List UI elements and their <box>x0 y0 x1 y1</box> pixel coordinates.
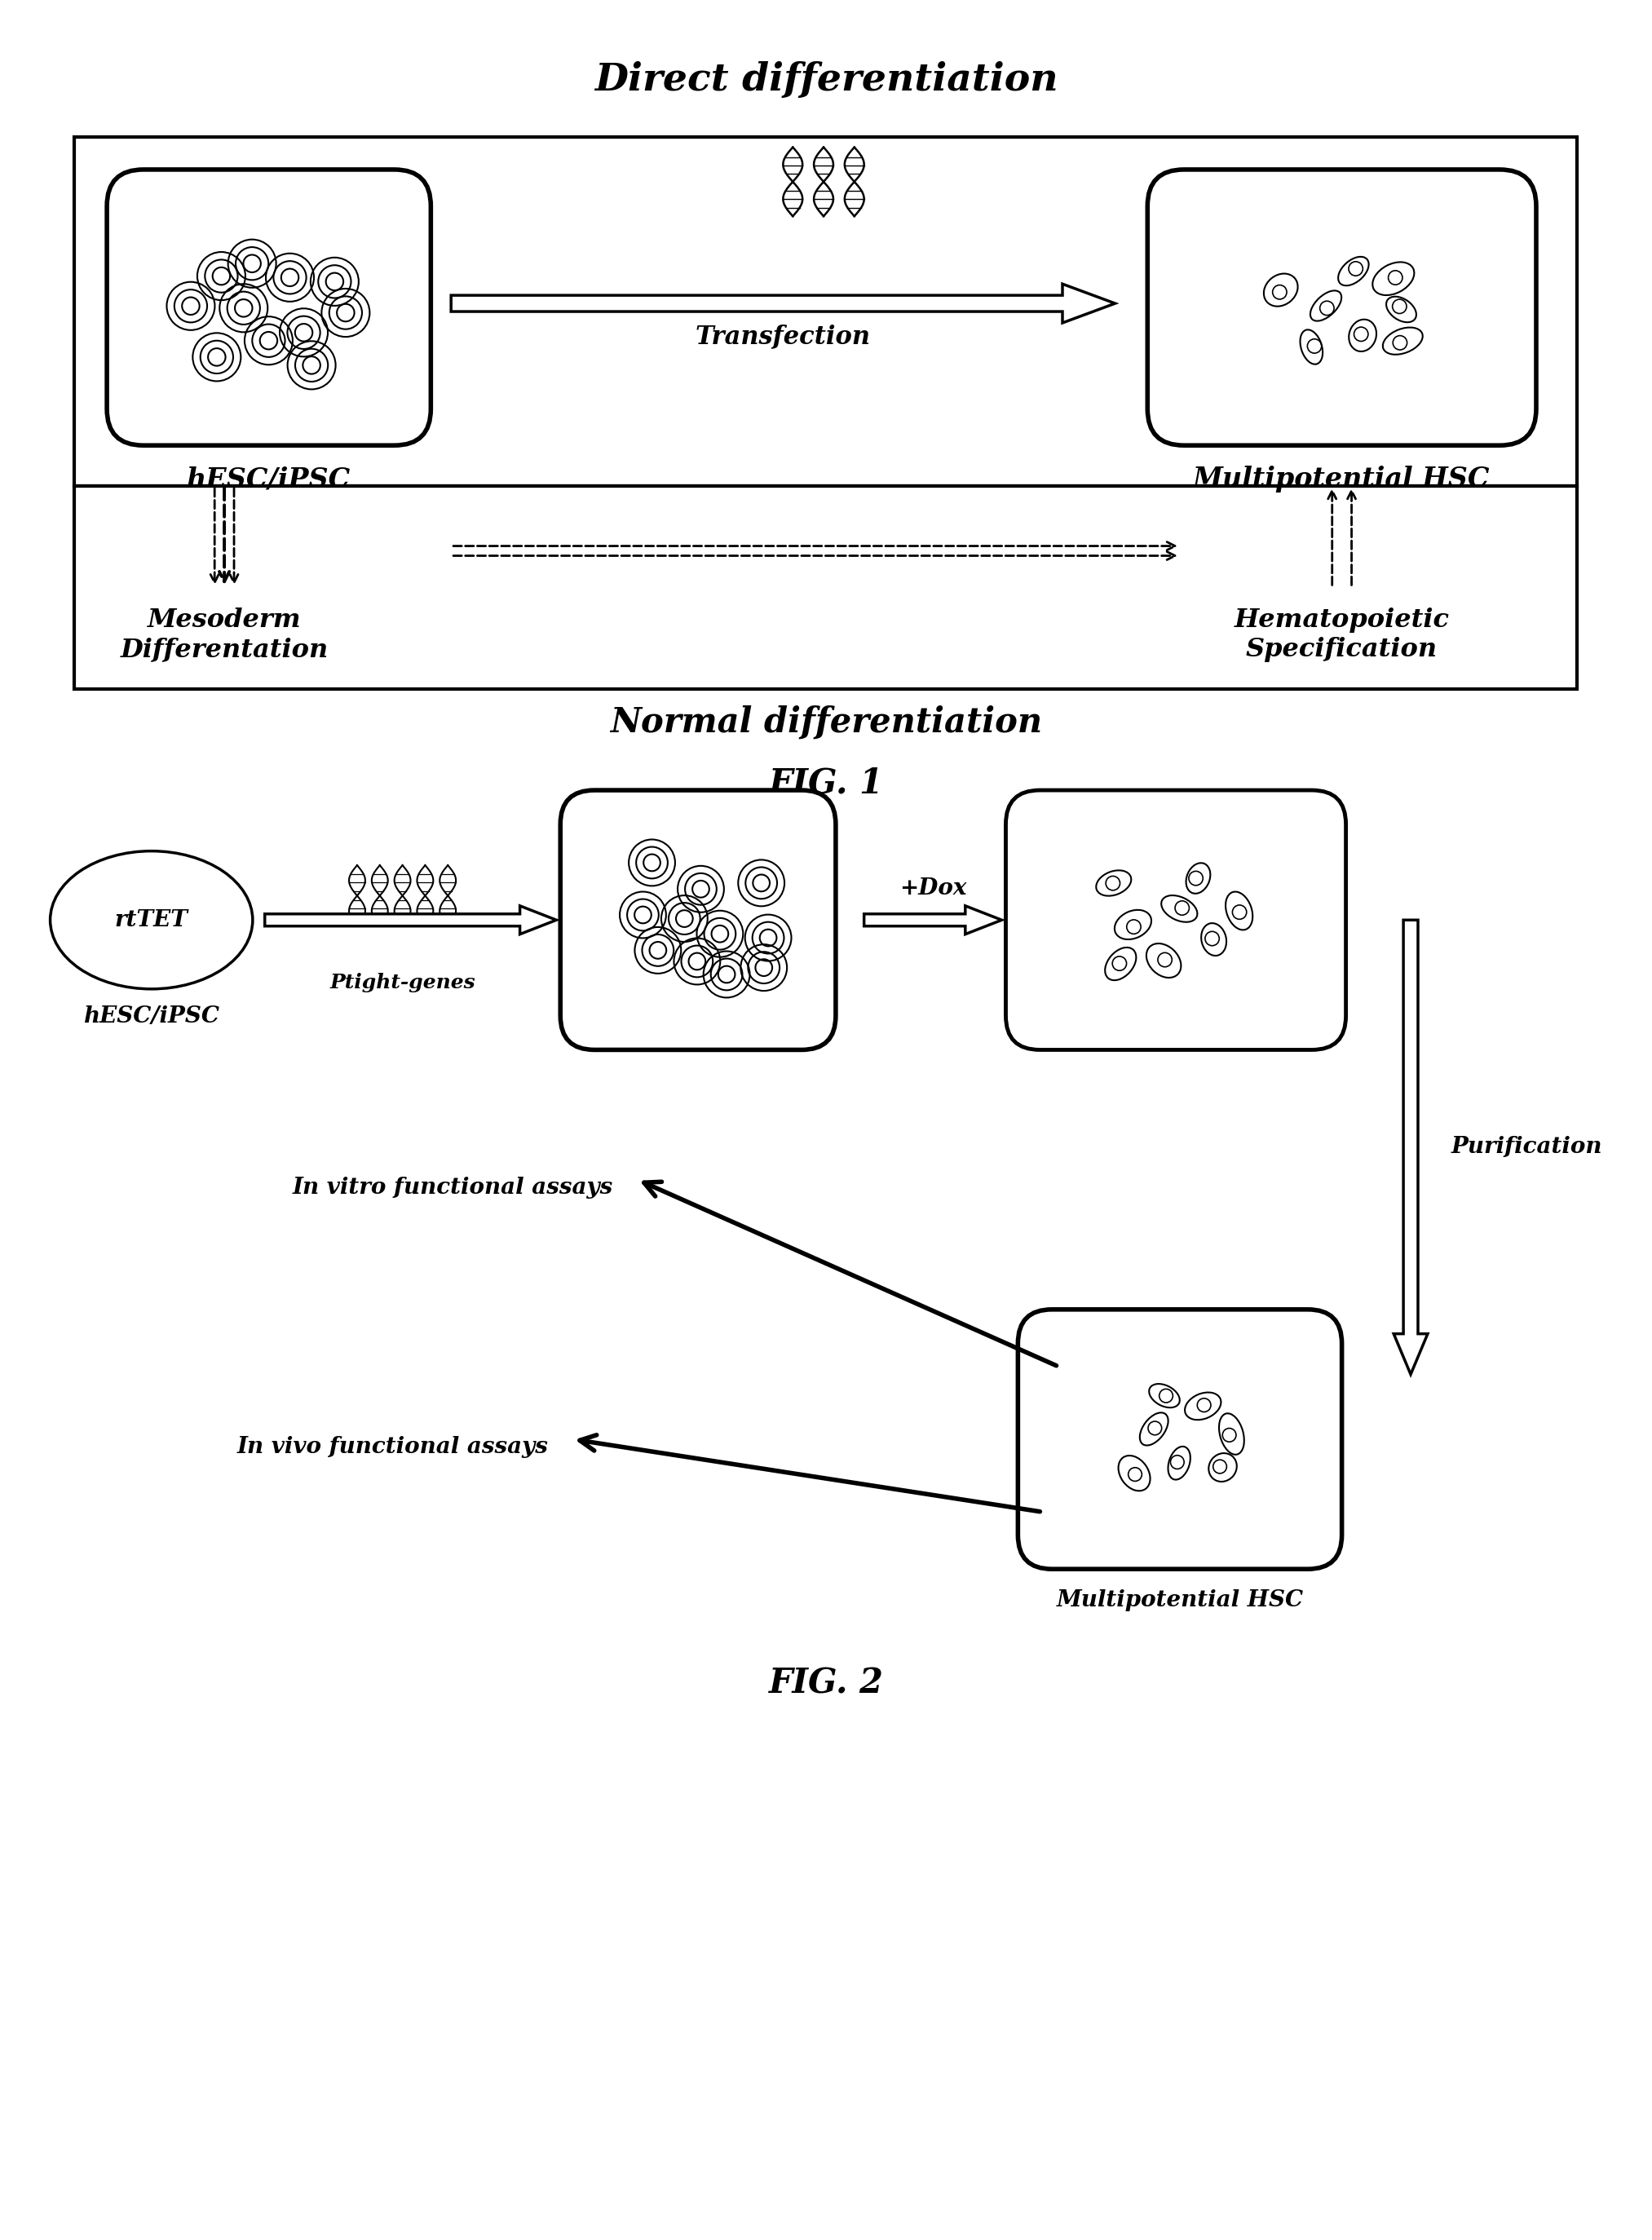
Ellipse shape <box>1219 1413 1244 1454</box>
Ellipse shape <box>1115 909 1151 939</box>
Ellipse shape <box>1118 1456 1150 1492</box>
Text: hESC/iPSC: hESC/iPSC <box>187 466 350 493</box>
Ellipse shape <box>1386 296 1416 323</box>
Text: Ptight-genes: Ptight-genes <box>330 972 476 992</box>
Text: +Dox: +Dox <box>899 878 966 900</box>
Ellipse shape <box>1383 327 1422 354</box>
Ellipse shape <box>1161 896 1198 923</box>
Text: FIG. 2: FIG. 2 <box>768 1667 884 1700</box>
Text: Multipotential HSC: Multipotential HSC <box>1056 1590 1303 1611</box>
Text: In vitro functional assays: In vitro functional assays <box>292 1176 613 1198</box>
Text: Normal differentiation: Normal differentiation <box>610 706 1042 739</box>
Text: In vivo functional assays: In vivo functional assays <box>236 1436 548 1458</box>
FancyBboxPatch shape <box>1018 1310 1341 1568</box>
FancyBboxPatch shape <box>560 791 836 1051</box>
Text: rtTET: rtTET <box>114 909 188 932</box>
Ellipse shape <box>1348 320 1376 352</box>
Ellipse shape <box>1300 329 1323 365</box>
Ellipse shape <box>1373 262 1414 296</box>
Bar <box>74 486 1576 688</box>
Text: Mesoderm
Differentation: Mesoderm Differentation <box>121 607 329 663</box>
FancyBboxPatch shape <box>1148 170 1536 446</box>
Text: Direct differentiation: Direct differentiation <box>595 60 1057 99</box>
Ellipse shape <box>1150 1384 1180 1407</box>
Ellipse shape <box>1186 862 1211 894</box>
Ellipse shape <box>1209 1454 1237 1481</box>
Polygon shape <box>864 905 1001 934</box>
Text: Hematopoietic
Specification: Hematopoietic Specification <box>1234 607 1449 663</box>
Text: Purification: Purification <box>1450 1136 1602 1158</box>
Bar <box>74 137 1576 486</box>
FancyBboxPatch shape <box>107 170 431 446</box>
Ellipse shape <box>1140 1413 1168 1445</box>
Ellipse shape <box>1168 1447 1191 1481</box>
Ellipse shape <box>1105 948 1137 981</box>
Ellipse shape <box>1184 1393 1221 1420</box>
Ellipse shape <box>1264 273 1298 307</box>
Polygon shape <box>451 284 1115 323</box>
Polygon shape <box>1394 921 1427 1375</box>
Ellipse shape <box>1338 258 1370 284</box>
Ellipse shape <box>1201 923 1226 956</box>
Text: FIG. 1: FIG. 1 <box>768 766 884 800</box>
Polygon shape <box>264 905 557 934</box>
Text: Multipotential HSC: Multipotential HSC <box>1193 466 1490 493</box>
Text: Transfection: Transfection <box>695 325 871 349</box>
Text: hESC/iPSC: hESC/iPSC <box>83 1006 220 1028</box>
Ellipse shape <box>1146 943 1181 977</box>
Ellipse shape <box>1097 871 1132 896</box>
Ellipse shape <box>1226 892 1252 930</box>
Ellipse shape <box>1310 291 1341 320</box>
Ellipse shape <box>50 851 253 990</box>
FancyBboxPatch shape <box>1006 791 1346 1051</box>
